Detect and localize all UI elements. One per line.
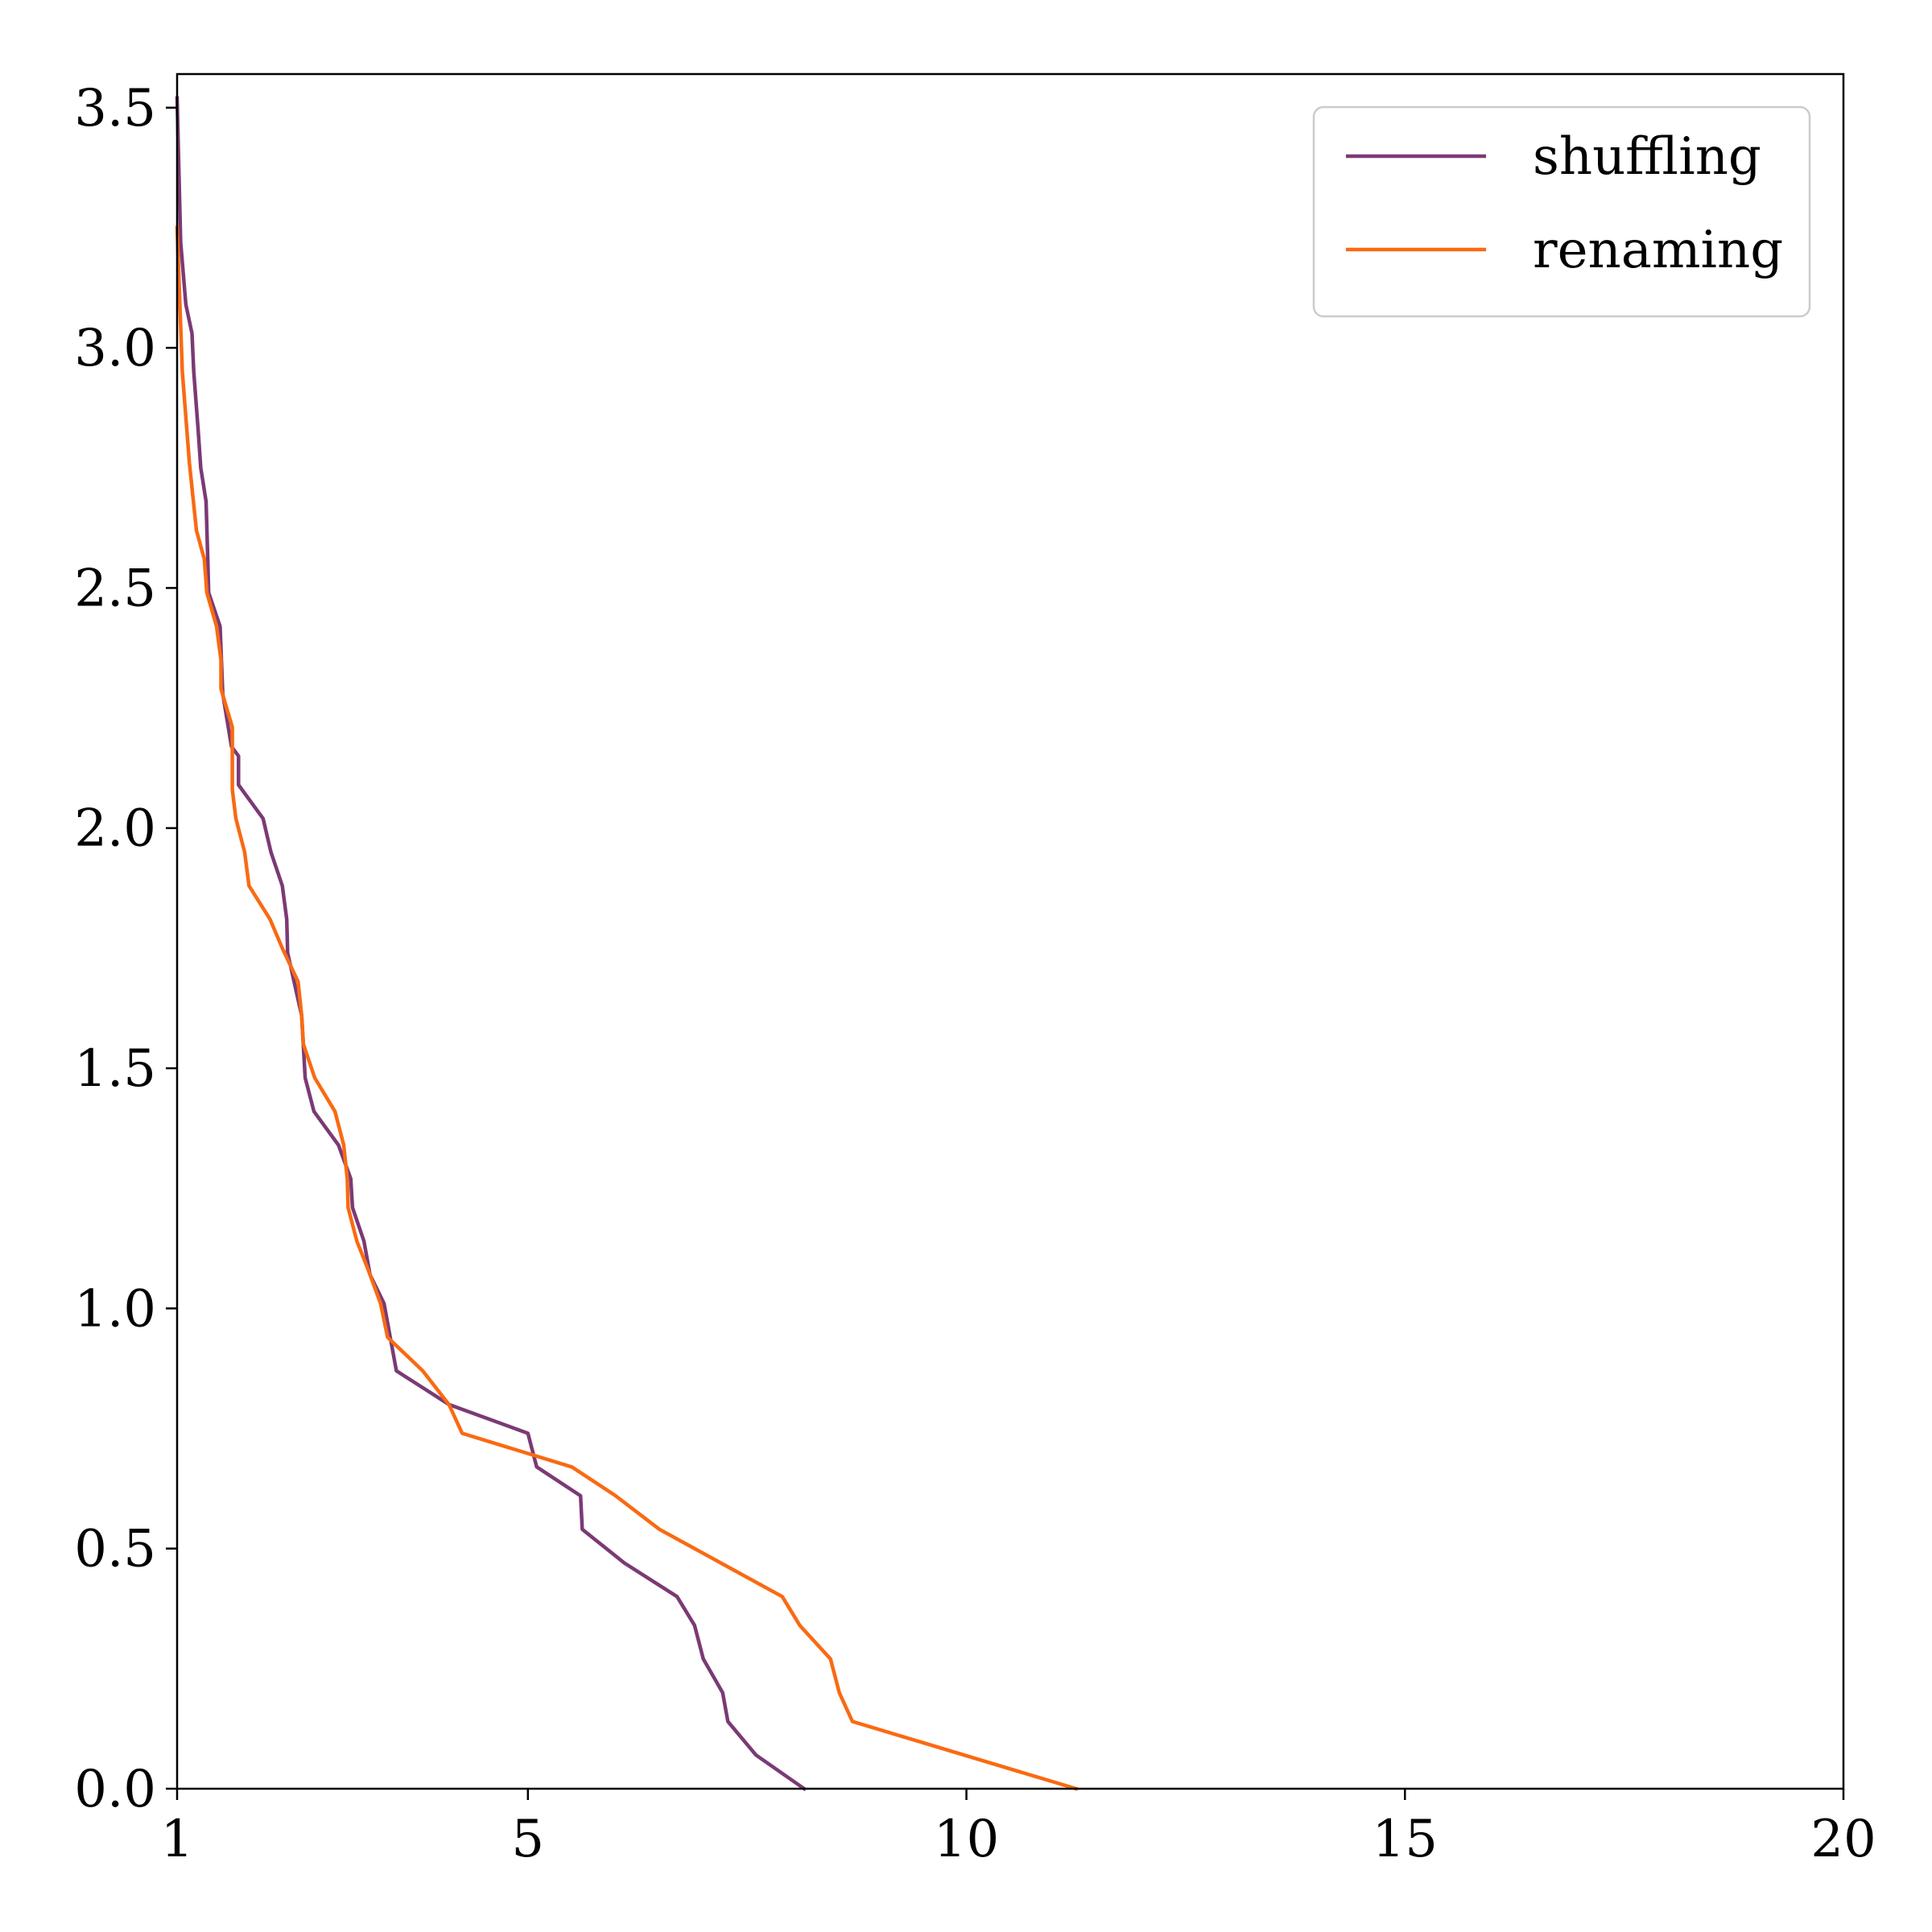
legend-label-renaming: renaming <box>1533 221 1783 280</box>
y-tick-label: 3.5 <box>74 79 156 138</box>
x-tick-label: 15 <box>1373 1810 1438 1869</box>
x-tick-label: 10 <box>934 1810 999 1869</box>
legend-box <box>1312 105 1811 318</box>
y-tick-label: 1.5 <box>74 1039 156 1099</box>
y-tick-label: 0.0 <box>74 1760 156 1819</box>
y-tick-label: 2.5 <box>74 559 156 618</box>
x-tick-label: 1 <box>161 1810 194 1869</box>
series-line-renaming <box>175 225 1079 1791</box>
y-tick-label: 2.0 <box>74 799 156 859</box>
x-tick-label: 5 <box>511 1810 544 1869</box>
series-layer <box>175 96 1079 1792</box>
y-tick-label: 1.0 <box>74 1279 156 1339</box>
legend-label-shuffling: shuffling <box>1533 127 1761 187</box>
y-tick-label: 3.0 <box>74 319 156 378</box>
x-tick-label: 20 <box>1810 1810 1876 1869</box>
y-tick-label: 0.5 <box>74 1520 156 1579</box>
legend: shuffling renaming <box>1312 105 1811 318</box>
y-axis: 0.0 0.5 1.0 1.5 2.0 2.5 3.0 3.5 <box>74 79 177 1819</box>
series-line-shuffling <box>175 96 807 1792</box>
plot-frame <box>175 72 1845 1790</box>
x-axis: 1 5 10 15 20 <box>161 1789 1876 1869</box>
